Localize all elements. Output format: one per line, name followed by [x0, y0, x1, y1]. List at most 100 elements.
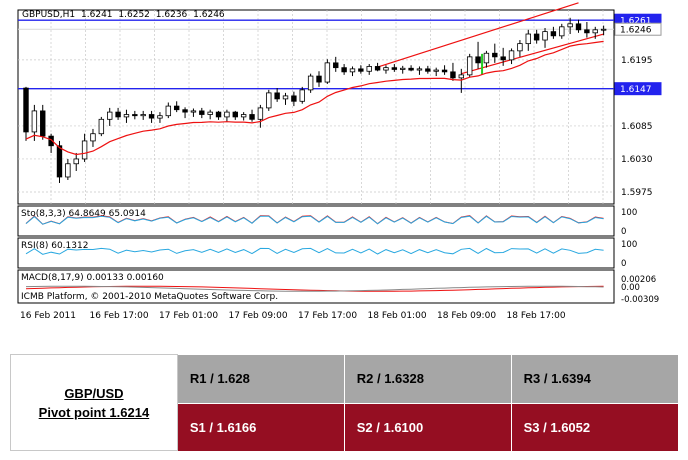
- bullish-candle: [140, 114, 146, 117]
- bearish-candle: [232, 111, 238, 118]
- price-tick-label: 1.6085: [621, 122, 653, 132]
- bullish-candle: [600, 28, 607, 31]
- bullish-candle: [366, 66, 372, 72]
- bearish-candle: [215, 111, 222, 118]
- bearish-candle: [199, 110, 205, 115]
- indicator-tick-label: 0: [621, 259, 626, 269]
- moving-average: [25, 40, 604, 156]
- indicator-label: RSI(8) 60.1312: [21, 241, 88, 251]
- time-label: 17 Feb 01:00: [159, 311, 218, 321]
- bearish-candle: [182, 109, 188, 113]
- bearish-candle: [291, 95, 297, 102]
- high-value: 1.6252: [118, 10, 150, 20]
- symbol: GBPUSD,H1: [22, 10, 75, 20]
- bearish-candle: [132, 114, 138, 117]
- time-label: 17 Feb 17:00: [298, 311, 357, 321]
- time-label: 18 Feb 17:00: [507, 311, 566, 321]
- bullish-candle: [282, 95, 289, 100]
- bearish-candle: [56, 145, 63, 178]
- pivot-points-table: GBP/USD Pivot point 1.6214 R1 / 1.628 R2…: [10, 354, 678, 451]
- bearish-candle: [441, 69, 448, 73]
- bullish-candle: [324, 62, 331, 83]
- bullish-candle: [240, 114, 247, 118]
- bullish-candle: [90, 133, 96, 142]
- moving-average-line: [25, 40, 604, 156]
- r1-cell: R1 / 1.628: [176, 354, 345, 403]
- indicator-tick-label: 0.00: [621, 283, 640, 293]
- symbol-quote-line: GBPUSD,H1 1.6241 1.6252 1.6236 1.6246: [22, 10, 225, 20]
- bearish-candle: [316, 75, 322, 83]
- bearish-candle: [173, 105, 180, 111]
- r3-cell: R3 / 1.6394: [510, 354, 678, 403]
- bullish-candle: [165, 105, 172, 117]
- bearish-candle: [492, 52, 498, 58]
- price-level-box: [614, 82, 662, 96]
- indicator-label: MACD(8,17,9) 0.00133 0.00160: [21, 273, 164, 283]
- price-tick-label: 1.5975: [621, 188, 653, 198]
- bearish-candle: [23, 87, 29, 133]
- bearish-candle: [584, 29, 590, 34]
- bearish-candle: [500, 56, 506, 61]
- bullish-candle: [190, 110, 197, 113]
- indicator-panel-frame: [17, 237, 615, 269]
- bullish-candle: [307, 75, 314, 91]
- time-label: 16 Feb 2011: [20, 311, 76, 321]
- low-value: 1.6236: [156, 10, 188, 20]
- bullish-candle: [299, 89, 305, 102]
- time-label: 16 Feb 17:00: [90, 311, 149, 321]
- bearish-candle: [148, 114, 155, 119]
- bullish-candle: [517, 43, 523, 52]
- bullish-candle: [31, 110, 38, 133]
- bullish-candle: [592, 29, 598, 34]
- bearish-candle: [341, 67, 347, 73]
- price-tick-label: 1.6030: [621, 155, 653, 165]
- price-level-label: 1.6147: [620, 85, 652, 95]
- bullish-candle: [123, 114, 130, 118]
- bullish-candle: [483, 52, 490, 64]
- bullish-candle: [207, 111, 213, 115]
- bearish-candle: [550, 31, 557, 37]
- bullish-candle: [559, 26, 565, 37]
- indicator-tick-label: 0.00206: [621, 275, 656, 285]
- main-panel-background: 1.6195 1.6085 1.6030 1.5975: [17, 9, 653, 205]
- bearish-candle: [475, 56, 481, 64]
- bearish-candle: [374, 66, 381, 71]
- bullish-candle: [65, 163, 71, 178]
- bullish-candle: [257, 107, 264, 120]
- bullish-candle: [416, 68, 423, 71]
- indicator-tick-label: 100: [621, 208, 637, 218]
- bullish-candle: [81, 140, 88, 160]
- indicator-line: [25, 285, 604, 292]
- bearish-candle: [408, 67, 414, 71]
- bearish-candle: [450, 71, 456, 79]
- r2-cell: R2 / 1.6328: [343, 354, 512, 403]
- indicator-line: [25, 285, 604, 292]
- s1-cell: S1 / 1.6166: [176, 402, 345, 451]
- bullish-candle: [266, 92, 272, 109]
- bearish-candle: [40, 110, 46, 137]
- indicator-panel-frame: [17, 205, 615, 237]
- trend-channel: [377, 2, 604, 75]
- bearish-candle: [274, 92, 280, 100]
- bullish-candle: [466, 56, 473, 76]
- close-value: 1.6246: [193, 10, 225, 20]
- bearish-candle: [115, 111, 121, 118]
- bearish-candle: [358, 68, 364, 72]
- indicator-tick-label: 0: [621, 227, 626, 237]
- bearish-candle: [249, 114, 255, 120]
- bullish-candle: [400, 67, 406, 70]
- bullish-candle: [98, 118, 105, 135]
- indicator-tick-label: -0.00309: [621, 295, 659, 305]
- bullish-candle: [157, 115, 163, 119]
- pivot-point: Pivot point 1.6214: [38, 404, 150, 420]
- lower-channel-line: [461, 33, 604, 75]
- indicator-label: Sto(8,3,3) 64.8649 65.0914: [21, 209, 146, 219]
- candlesticks: [23, 17, 607, 183]
- bullish-candle: [349, 68, 356, 73]
- indicator-line: [25, 247, 604, 255]
- price-level-box: [614, 22, 662, 36]
- bullish-candle: [525, 33, 531, 45]
- indicator-panels: Sto(8,3,3) 64.8649 65.0914 100 0 RSI(8) 60.…: [17, 205, 659, 305]
